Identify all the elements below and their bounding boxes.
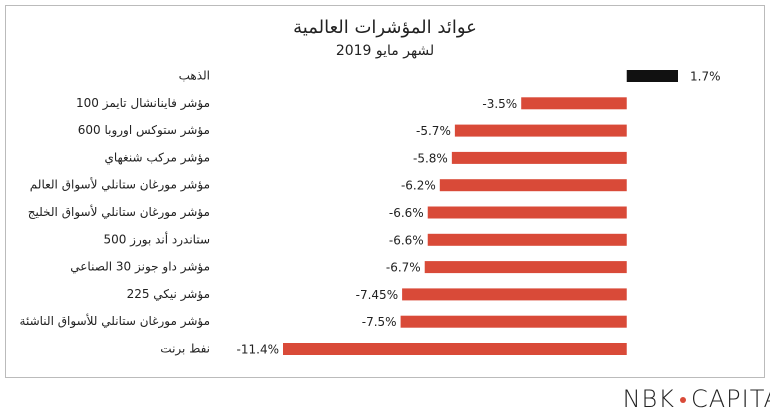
value-label: -5.8% xyxy=(413,151,448,165)
bar xyxy=(427,206,627,219)
bar xyxy=(427,233,627,246)
logo-left: NBK xyxy=(623,385,675,413)
bar xyxy=(400,315,627,328)
bar xyxy=(424,261,627,274)
chart-frame xyxy=(5,5,765,378)
value-label: 1.7% xyxy=(690,70,721,84)
value-label: -6.6% xyxy=(389,206,424,220)
bar xyxy=(402,288,627,301)
bar xyxy=(283,343,627,355)
value-label: -3.5% xyxy=(482,97,517,111)
category-label: مؤشر مورغان ستانلي لأسواق العالم xyxy=(30,177,210,193)
logo-right: CAPITAL xyxy=(691,385,770,413)
category-label: مؤشر مورغان ستانلي لأسواق الخليج xyxy=(28,204,210,220)
category-label: مؤشر مركب شنغهاي xyxy=(104,150,210,165)
chart-title: عوائد المؤشرات العالمية xyxy=(293,17,477,38)
value-label: -7.45% xyxy=(356,288,398,302)
category-label: مؤشر مورغان ستانلي للأسواق الناشئة xyxy=(20,313,210,329)
bar xyxy=(439,179,627,192)
bar xyxy=(626,70,678,82)
bar xyxy=(521,97,627,110)
value-label: -6.6% xyxy=(389,233,424,247)
category-label: مؤشر نيكي 225 xyxy=(127,287,210,302)
bar xyxy=(454,124,627,137)
category-label: نفط برنت xyxy=(160,342,210,357)
value-label: -6.7% xyxy=(386,261,421,275)
chart-subtitle: لشهر مايو 2019 xyxy=(336,43,434,59)
category-label: مؤشر داو جونز 30 الصناعي xyxy=(70,260,210,275)
value-label: -6.2% xyxy=(401,179,436,193)
value-label: -5.7% xyxy=(416,124,451,138)
category-label: ستاندرد أند بورز 500 xyxy=(103,231,210,247)
value-label: -7.5% xyxy=(362,315,397,329)
logo-dot xyxy=(680,397,686,403)
bar xyxy=(451,151,627,164)
value-label: -11.4% xyxy=(237,343,279,357)
category-label: مؤشر فاينانشال تايمز 100 xyxy=(76,96,210,111)
category-label: الذهب xyxy=(179,69,210,83)
category-label: مؤشر ستوكس اوروبا 600 xyxy=(78,123,210,138)
